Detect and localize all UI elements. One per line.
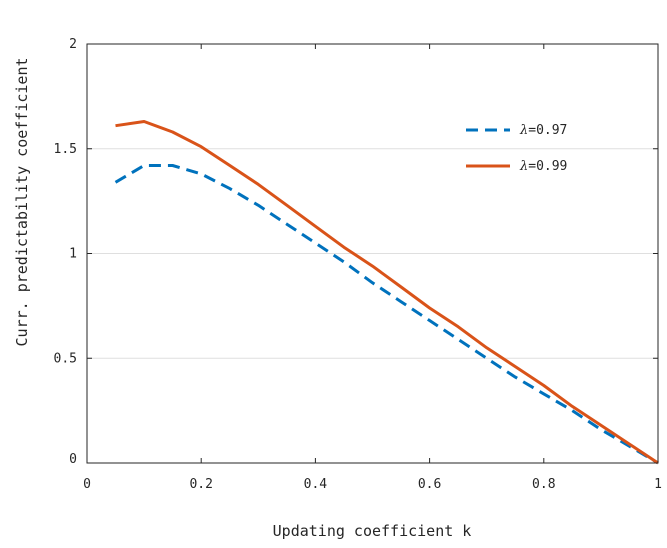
legend-label-2: λ=0.99: [519, 159, 567, 174]
grid-lines: [87, 148, 658, 359]
legend: λ=0.97λ=0.99: [466, 123, 567, 174]
x-tick-label: 0.6: [418, 477, 441, 492]
legend-lambda-symbol: λ: [519, 159, 528, 174]
y-tick-label: 0: [69, 452, 77, 467]
y-tick-label: 1.5: [54, 142, 77, 157]
y-tick-label: 0.5: [54, 351, 77, 366]
legend-value: =0.99: [528, 159, 567, 174]
y-tick-label: 1: [69, 247, 77, 262]
axis-ticks: 0 0.5 1 1.5 2 0 0.2 0.4 0.6 0.8 1: [54, 37, 662, 492]
legend-lambda-symbol: λ: [519, 123, 528, 138]
y-tick-label: 2: [69, 37, 77, 52]
x-tick-label: 0.2: [189, 477, 212, 492]
series-line-1: [114, 164, 659, 465]
legend-label-1: λ=0.97: [519, 123, 567, 138]
series-lines: [114, 120, 659, 465]
legend-value: =0.97: [528, 123, 567, 138]
series-line-2: [115, 120, 659, 465]
y-axis-label: Curr. predictability coefficient: [13, 58, 31, 347]
x-tick-label: 0.4: [304, 477, 328, 492]
x-tick-label: 0: [83, 477, 91, 492]
x-tick-label: 1: [654, 477, 662, 492]
x-axis-label: Updating coefficient k: [273, 522, 472, 540]
x-tick-label: 0.8: [532, 477, 555, 492]
